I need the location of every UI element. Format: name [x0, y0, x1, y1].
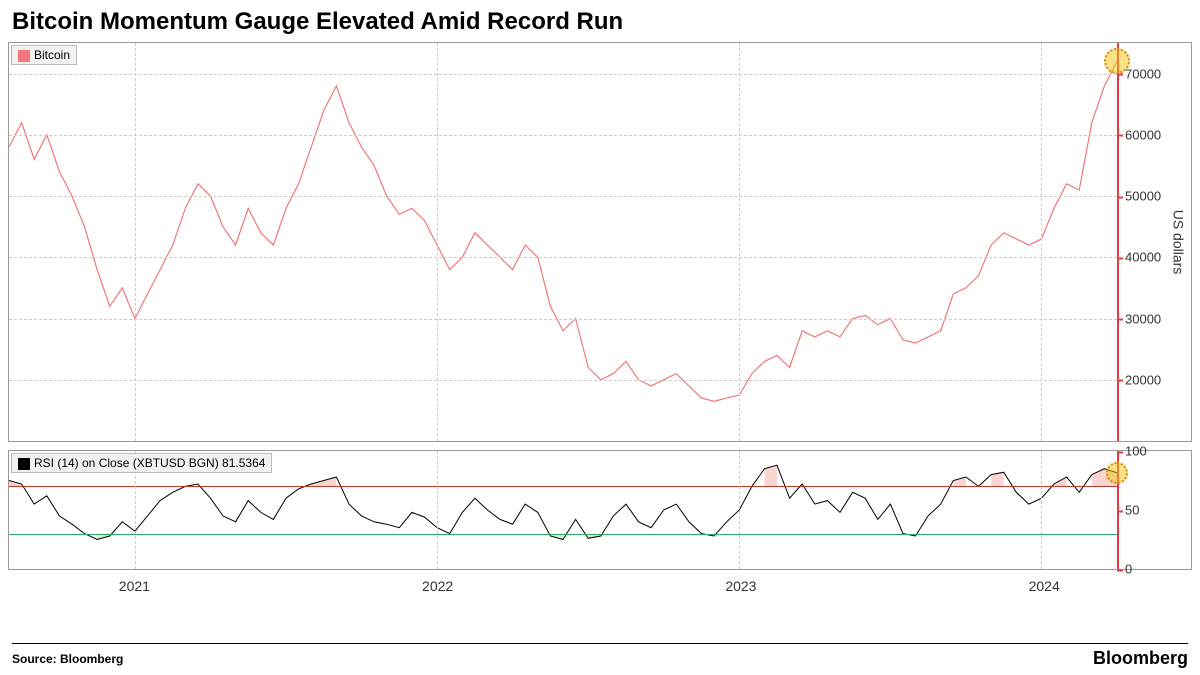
x-axis: 2021 2022 2023 2024 [8, 578, 1120, 598]
x-tick: 2024 [1029, 578, 1060, 594]
rsi-ytick: 100 [1125, 444, 1147, 459]
rsi-highlight-marker [1106, 462, 1128, 484]
price-ytick: 70000 [1125, 66, 1161, 81]
price-yaxis: US dollars 20000 30000 40000 50000 60000 7000… [1119, 43, 1191, 441]
price-ylabel: US dollars [1171, 210, 1187, 275]
charts-container: Bitcoin US dollars 20000 30000 40000 50000 6… [8, 42, 1192, 627]
price-ytick: 30000 [1125, 311, 1161, 326]
price-ytick: 60000 [1125, 127, 1161, 142]
chart-title: Bitcoin Momentum Gauge Elevated Amid Rec… [0, 0, 1200, 40]
rsi-yaxis: 050100 [1119, 451, 1191, 569]
price-legend-label: Bitcoin [34, 48, 70, 62]
brand-label: Bloomberg [1093, 648, 1188, 669]
rsi-plot-area: RSI (14) on Close (XBTUSD BGN) 81.5364 [9, 451, 1119, 569]
x-tick: 2022 [422, 578, 453, 594]
price-panel: Bitcoin US dollars 20000 30000 40000 50000 6… [8, 42, 1192, 442]
rsi-legend-swatch [18, 458, 30, 470]
price-legend: Bitcoin [11, 45, 77, 65]
rsi-panel: RSI (14) on Close (XBTUSD BGN) 81.5364 0… [8, 450, 1192, 570]
rsi-ytick: 0 [1125, 562, 1132, 577]
x-tick: 2023 [725, 578, 756, 594]
price-ytick: 40000 [1125, 250, 1161, 265]
price-highlight-marker [1104, 48, 1130, 74]
rsi-legend-label: RSI (14) on Close (XBTUSD BGN) 81.5364 [34, 456, 265, 470]
rsi-upper-band [9, 486, 1117, 487]
price-ytick: 50000 [1125, 189, 1161, 204]
rsi-ytick: 50 [1125, 503, 1139, 518]
rsi-lower-band [9, 534, 1117, 535]
price-ytick: 20000 [1125, 372, 1161, 387]
source-label: Source: Bloomberg [12, 652, 123, 666]
rsi-legend: RSI (14) on Close (XBTUSD BGN) 81.5364 [11, 453, 272, 473]
x-tick: 2021 [119, 578, 150, 594]
price-line-svg [9, 43, 1117, 441]
price-legend-swatch [18, 50, 30, 62]
footer: Source: Bloomberg Bloomberg [12, 643, 1188, 669]
price-plot-area: Bitcoin [9, 43, 1119, 441]
